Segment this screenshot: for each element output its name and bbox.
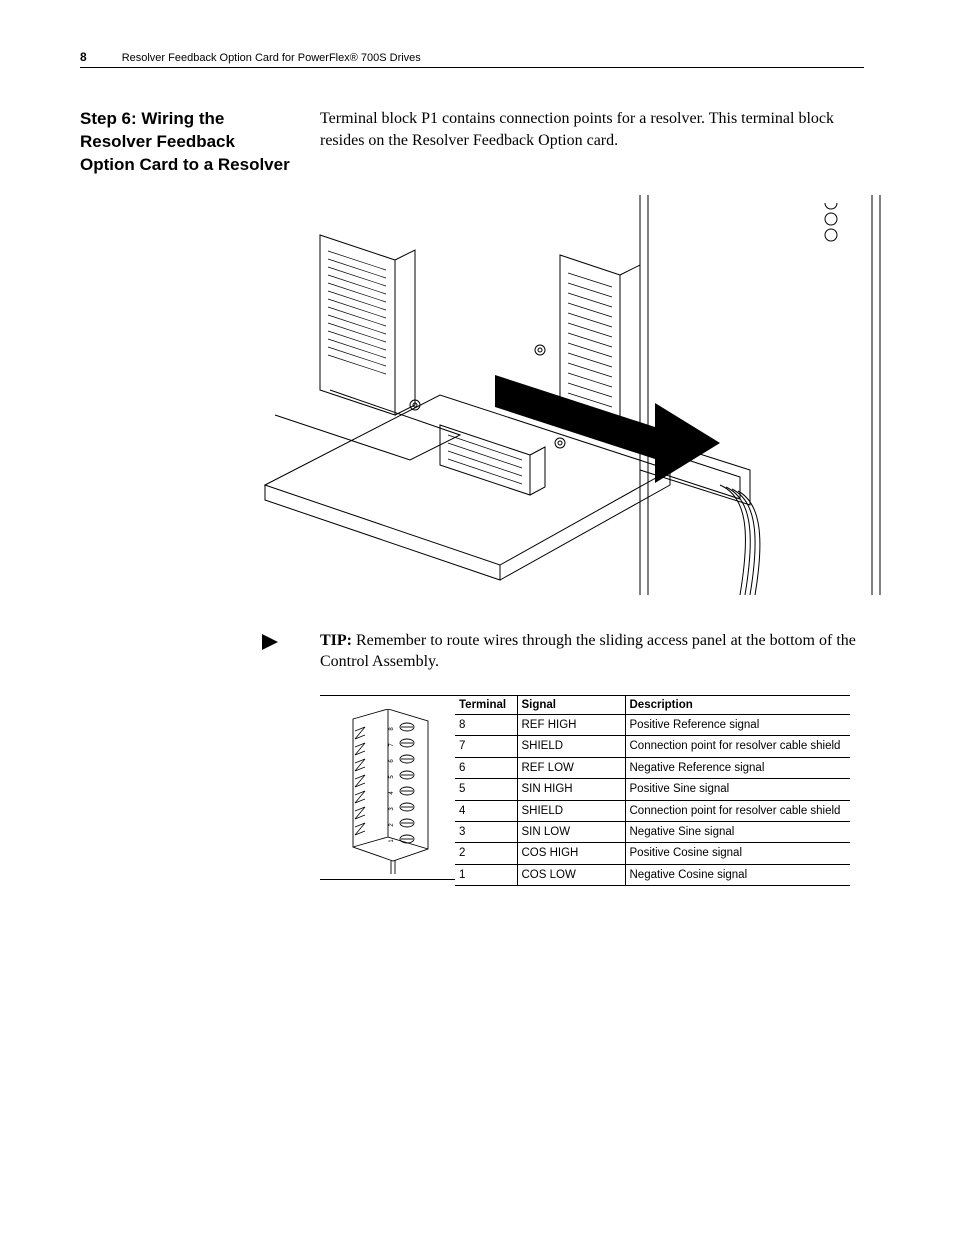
- th-terminal: Terminal: [455, 696, 517, 715]
- cell-desc: Connection point for resolver cable shie…: [625, 800, 850, 821]
- cell-signal: SHIELD: [517, 736, 625, 757]
- svg-text:4: 4: [389, 791, 395, 795]
- svg-text:5: 5: [389, 775, 395, 779]
- table-row: 6 REF LOW Negative Reference signal: [455, 757, 850, 778]
- cell-signal: SIN HIGH: [517, 779, 625, 800]
- cell-signal: REF HIGH: [517, 715, 625, 736]
- install-diagram: [200, 195, 885, 595]
- cell-desc: Connection point for resolver cable shie…: [625, 736, 850, 757]
- table-row: 7 SHIELD Connection point for resolver c…: [455, 736, 850, 757]
- table-row: 5 SIN HIGH Positive Sine signal: [455, 779, 850, 800]
- cell-desc: Positive Reference signal: [625, 715, 850, 736]
- main-figure: [200, 195, 864, 600]
- svg-text:7: 7: [389, 743, 395, 747]
- svg-text:3: 3: [389, 807, 395, 811]
- cell-signal: COS LOW: [517, 864, 625, 885]
- table-row: 8 REF HIGH Positive Reference signal: [455, 715, 850, 736]
- cell-signal: SIN LOW: [517, 821, 625, 842]
- svg-text:8: 8: [389, 727, 395, 731]
- header-title: Resolver Feedback Option Card for PowerF…: [122, 52, 421, 64]
- cell-terminal: 3: [455, 821, 517, 842]
- table-header-row: Terminal Signal Description: [455, 696, 850, 715]
- page-number: 8: [80, 50, 87, 64]
- section-body: Terminal block P1 contains connection po…: [320, 108, 864, 177]
- table-row: 1 COS LOW Negative Cosine signal: [455, 864, 850, 885]
- th-desc: Description: [625, 696, 850, 715]
- cell-desc: Positive Sine signal: [625, 779, 850, 800]
- svg-text:6: 6: [389, 759, 395, 763]
- cell-signal: REF LOW: [517, 757, 625, 778]
- tip-icon-right-triangle: [80, 630, 290, 651]
- table-row: 3 SIN LOW Negative Sine signal: [455, 821, 850, 842]
- terminal-table-section: 8 7 6 5 4 3 2 1 Terminal Signal Descript…: [320, 695, 864, 886]
- tip-text: TIP: Remember to route wires through the…: [320, 630, 864, 673]
- th-signal: Signal: [517, 696, 625, 715]
- cell-terminal: 6: [455, 757, 517, 778]
- cell-desc: Negative Reference signal: [625, 757, 850, 778]
- tip-row: TIP: Remember to route wires through the…: [80, 630, 864, 673]
- cell-desc: Negative Cosine signal: [625, 864, 850, 885]
- table-row: 2 COS HIGH Positive Cosine signal: [455, 843, 850, 864]
- cell-signal: COS HIGH: [517, 843, 625, 864]
- cell-terminal: 5: [455, 779, 517, 800]
- tip-body: Remember to route wires through the slid…: [320, 632, 856, 671]
- cell-terminal: 7: [455, 736, 517, 757]
- table-row: 4 SHIELD Connection point for resolver c…: [455, 800, 850, 821]
- page-header: 8 Resolver Feedback Option Card for Powe…: [80, 50, 864, 68]
- cell-terminal: 8: [455, 715, 517, 736]
- cell-terminal: 4: [455, 800, 517, 821]
- terminal-block-illustration: 8 7 6 5 4 3 2 1: [320, 695, 455, 880]
- cell-desc: Negative Sine signal: [625, 821, 850, 842]
- cell-signal: SHIELD: [517, 800, 625, 821]
- terminal-table: Terminal Signal Description 8 REF HIGH P…: [455, 695, 850, 886]
- tip-label: TIP:: [320, 632, 352, 649]
- cell-terminal: 2: [455, 843, 517, 864]
- section-heading: Step 6: Wiring the Resolver Feedback Opt…: [80, 108, 290, 177]
- section-step6: Step 6: Wiring the Resolver Feedback Opt…: [80, 108, 864, 177]
- cell-terminal: 1: [455, 864, 517, 885]
- cell-desc: Positive Cosine signal: [625, 843, 850, 864]
- svg-text:2: 2: [389, 823, 395, 827]
